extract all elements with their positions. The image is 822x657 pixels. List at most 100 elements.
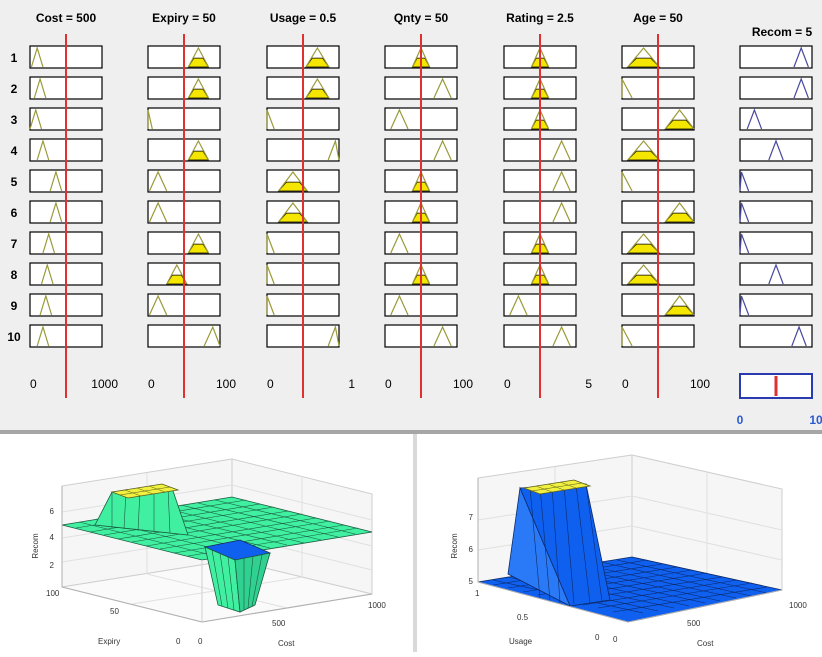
rule-number-2: 2 <box>11 82 18 96</box>
output-mf-box-6 <box>739 231 813 255</box>
input-max-5: 100 <box>690 377 710 391</box>
mf-curve-2-0 <box>305 46 330 68</box>
output-mf-box-0 <box>739 45 813 69</box>
mf-curve-5-7 <box>627 264 660 285</box>
mf-fill-5-3 <box>626 150 661 161</box>
mf-fill-5-8 <box>664 305 695 316</box>
output-mf-box-2 <box>739 107 813 131</box>
mf-curve-2-8 <box>266 295 275 316</box>
mf-curve-0-9 <box>36 324 50 347</box>
mf-curve-0-2 <box>29 107 43 130</box>
mf-curve-0-6 <box>42 231 56 254</box>
mf-curve-3-6 <box>390 232 409 254</box>
x-tick-0: 0 <box>176 637 181 646</box>
mf-curve-4-9 <box>552 325 571 347</box>
x-tick-1: 1 <box>475 589 480 598</box>
y-tick-1000: 1000 <box>789 601 807 610</box>
surface-plots-area: 6 4 2 Recom 100 50 0 Expiry 0 500 1000 C… <box>0 434 822 652</box>
x-axis-label: Expiry <box>98 637 120 646</box>
mf-curve-1-3 <box>187 139 210 161</box>
mf-curve-1-4 <box>148 170 168 192</box>
input-max-3: 100 <box>453 377 473 391</box>
mf-curve-2-2 <box>266 109 275 130</box>
input-max-4: 5 <box>585 377 592 391</box>
mf-curve-1-9 <box>203 325 221 347</box>
mf-curve-0-4 <box>49 169 63 192</box>
mf-curve-1-6 <box>187 232 210 254</box>
output-mf-box-8 <box>739 293 813 317</box>
mf-curve-5-5 <box>664 202 695 223</box>
input-label-3: Qnty = 50 <box>394 11 449 25</box>
rule-number-9: 9 <box>11 299 18 313</box>
z-tick-7: 7 <box>469 513 474 522</box>
x-tick-0: 0 <box>595 633 600 642</box>
input-max-2: 1 <box>348 377 355 391</box>
mf-fill-5-7 <box>626 274 661 285</box>
mf-curve-0-1 <box>33 76 47 99</box>
output-mf-curve-3 <box>768 139 784 161</box>
mf-curve-1-2 <box>147 109 153 130</box>
input-label-0: Cost = 500 <box>36 11 97 25</box>
mf-fill-5-5 <box>664 212 695 223</box>
mf-curve-3-9 <box>433 325 452 347</box>
output-label: Recom = 5 <box>752 25 813 39</box>
output-mf-curve-6 <box>739 233 750 254</box>
input-min-1: 0 <box>148 377 155 391</box>
input-max-0: 1000 <box>91 377 118 391</box>
rule-number-6: 6 <box>11 206 18 220</box>
mf-curve-2-6 <box>266 233 275 254</box>
y-axis-label: Cost <box>278 639 295 648</box>
mf-curve-5-2 <box>664 109 695 130</box>
output-mf-curve-8 <box>739 295 750 316</box>
input-min-4: 0 <box>504 377 511 391</box>
rule-viewer-panel: 1 2 3 4 5 6 7 8 9 10 Cost = 500 0 1000 Expiry = 50 0 10… <box>0 0 822 430</box>
mf-curve-2-7 <box>266 264 275 285</box>
rule-number-4: 4 <box>11 144 18 158</box>
output-mf-curve-4 <box>739 171 750 192</box>
y-tick-1000: 1000 <box>368 601 386 610</box>
output-mf-curve-5 <box>739 202 750 223</box>
mf-fill-5-6 <box>626 243 661 254</box>
surface-plot-recom-expiry-cost: 6 4 2 Recom 100 50 0 Expiry 0 500 1000 C… <box>0 434 413 652</box>
x-tick-50: 50 <box>110 607 119 616</box>
output-mf-box-9 <box>739 324 813 348</box>
surface-plot-right-canvas: 7 6 5 Recom 1 0.5 0 Usage 0 500 1000 Cos… <box>450 454 807 648</box>
mf-curve-2-3 <box>327 138 340 161</box>
rule-number-10: 10 <box>7 330 21 344</box>
input-min-3: 0 <box>385 377 392 391</box>
z-axis-label: Recom <box>31 533 40 559</box>
y-tick-0: 0 <box>613 635 618 644</box>
mf-curve-0-5 <box>49 200 63 223</box>
mf-fill-5-2 <box>664 119 695 130</box>
surface-plot-left-canvas: 6 4 2 Recom 100 50 0 Expiry 0 500 1000 C… <box>31 458 386 648</box>
mf-curve-0-7 <box>40 262 54 285</box>
mf-curve-5-6 <box>627 233 660 254</box>
rule-number-1: 1 <box>11 51 18 65</box>
output-mf-curve-1 <box>793 77 809 99</box>
x-tick-05: 0.5 <box>517 613 529 622</box>
z-tick-6: 6 <box>50 507 55 516</box>
x-tick-100: 100 <box>46 589 60 598</box>
mf-curve-5-0 <box>627 47 660 68</box>
output-mf-box-3 <box>739 138 813 162</box>
mf-curve-4-4 <box>552 170 571 192</box>
panel-divider <box>0 430 822 434</box>
mf-curve-3-3 <box>433 139 452 161</box>
mf-curve-4-8 <box>509 294 528 316</box>
input-label-4: Rating = 2.5 <box>506 11 574 25</box>
mf-curve-1-5 <box>148 201 168 223</box>
mf-curve-1-0 <box>187 46 210 68</box>
mf-curve-2-1 <box>305 77 330 99</box>
output-max: 10 <box>809 413 822 427</box>
mf-curve-3-8 <box>390 294 409 316</box>
rule-number-3: 3 <box>11 113 18 127</box>
z-axis-label: Recom <box>450 533 459 559</box>
output-mf-box-7 <box>739 262 813 286</box>
mf-curve-3-1 <box>433 77 452 99</box>
output-mf-curve-7 <box>768 263 784 285</box>
surface-plot-recom-usage-cost: 7 6 5 Recom 1 0.5 0 Usage 0 500 1000 Cos… <box>417 434 822 652</box>
output-mf-box-5 <box>739 200 813 224</box>
input-label-2: Usage = 0.5 <box>270 11 337 25</box>
mf-curve-2-9 <box>327 324 340 347</box>
input-min-2: 0 <box>267 377 274 391</box>
